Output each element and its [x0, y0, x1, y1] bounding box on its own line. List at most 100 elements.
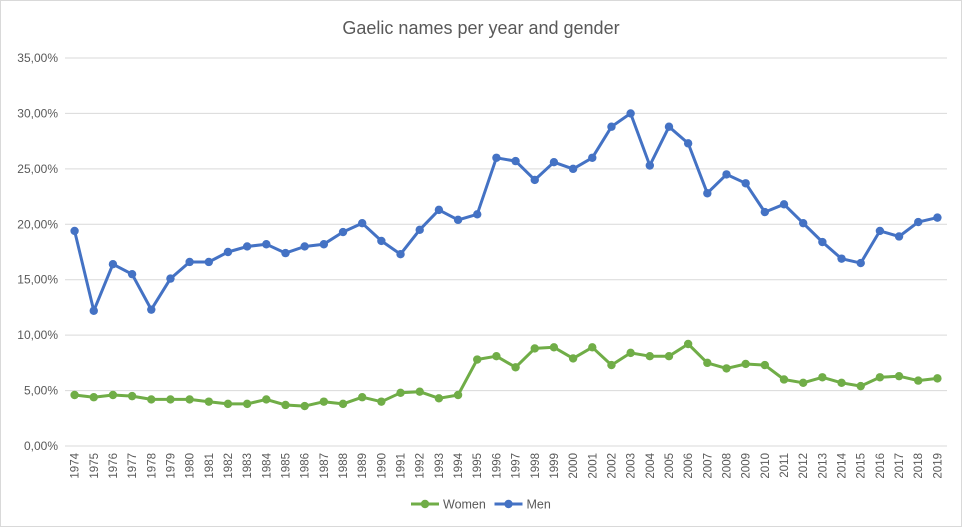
data-point — [147, 305, 156, 314]
x-tick-label: 1991 — [396, 453, 408, 479]
x-tick-label: 1976 — [108, 453, 120, 479]
y-tick-label: 20,00% — [17, 217, 58, 231]
x-tick-label: 1982 — [223, 453, 235, 479]
data-point — [664, 352, 674, 361]
data-point — [204, 257, 214, 267]
data-point — [798, 218, 808, 228]
data-point — [607, 360, 616, 370]
x-tick-label: 2007 — [702, 453, 714, 479]
data-point — [645, 161, 655, 170]
data-point — [779, 200, 789, 209]
data-point — [818, 237, 827, 247]
x-tick-label: 1997 — [511, 453, 523, 479]
x-tick-label: 1985 — [281, 453, 293, 479]
y-tick-label: 0,00% — [24, 439, 58, 453]
y-tick-label: 10,00% — [17, 328, 58, 342]
x-tick-label: 1980 — [185, 453, 197, 479]
data-point — [281, 400, 290, 410]
x-tick-label: 2014 — [837, 452, 849, 478]
x-tick-label: 1994 — [453, 452, 465, 478]
data-point — [741, 179, 750, 188]
data-point — [223, 399, 233, 409]
data-point — [856, 381, 865, 391]
data-point — [492, 153, 501, 162]
data-point — [127, 391, 137, 401]
data-point — [741, 359, 750, 369]
data-point — [530, 344, 539, 353]
legend-label: Women — [443, 498, 486, 512]
y-tick-label: 35,00% — [17, 51, 58, 65]
data-point — [511, 363, 520, 372]
series-line — [73, 342, 939, 408]
data-point — [185, 395, 194, 404]
x-tick-label: 1989 — [357, 453, 369, 479]
x-tick-label: 2015 — [856, 453, 868, 479]
data-point — [70, 390, 79, 400]
data-point — [415, 225, 424, 235]
x-tick-label: 2012 — [798, 453, 810, 479]
data-point — [300, 242, 309, 251]
data-point — [607, 122, 616, 131]
legend-swatch-marker — [420, 499, 430, 509]
data-point — [818, 373, 827, 382]
data-point — [914, 376, 923, 385]
x-tick-label: 1988 — [338, 453, 350, 479]
data-point — [683, 139, 693, 148]
x-tick-label: 1977 — [127, 453, 139, 479]
data-point — [933, 374, 942, 383]
data-point — [357, 393, 367, 402]
gridlines — [65, 57, 947, 447]
x-tick-label: 2004 — [645, 452, 657, 478]
chart-title: Gaelic names per year and gender — [342, 18, 619, 38]
data-point — [377, 236, 386, 246]
legend-label: Men — [527, 498, 551, 512]
data-point — [760, 207, 770, 217]
x-tick-label: 2011 — [779, 453, 791, 478]
x-tick-label: 2016 — [875, 453, 887, 479]
data-point — [626, 109, 635, 118]
series-women — [70, 339, 942, 411]
x-tick-label: 1979 — [165, 453, 177, 479]
x-tick-label: 1990 — [376, 453, 388, 479]
data-point — [415, 387, 424, 396]
x-tick-label: 1998 — [530, 453, 542, 479]
data-point — [683, 339, 693, 349]
x-tick-label: 2001 — [587, 453, 599, 479]
x-tick-label: 2019 — [932, 453, 944, 479]
data-point — [875, 373, 885, 382]
data-point — [779, 375, 789, 384]
data-point — [338, 227, 348, 237]
data-point — [703, 189, 712, 198]
x-tick-label: 1992 — [415, 453, 427, 479]
x-tick-label: 1974 — [70, 452, 82, 478]
x-tick-label: 1981 — [204, 453, 216, 479]
series-line — [73, 111, 939, 313]
data-point — [300, 401, 309, 411]
x-tick-label: 1993 — [434, 453, 446, 479]
data-point — [89, 393, 98, 402]
data-point — [760, 360, 770, 370]
x-tick-label: 1986 — [300, 453, 312, 479]
y-tick-label: 15,00% — [17, 273, 58, 287]
x-tick-label: 1987 — [319, 453, 331, 479]
data-point — [319, 240, 329, 249]
x-axis: 1974 1975 1976 1977 1978 1979 1980 1981 1982 1983… — [70, 452, 945, 478]
data-point — [396, 388, 405, 397]
data-point — [127, 269, 137, 279]
data-point — [568, 164, 578, 174]
data-point — [262, 240, 271, 249]
y-tick-label: 5,00% — [24, 384, 58, 398]
data-point — [837, 254, 846, 263]
y-tick-label: 30,00% — [17, 106, 58, 120]
data-point — [626, 348, 635, 358]
legend-swatch-marker — [504, 499, 513, 509]
x-tick-label: 2003 — [626, 453, 638, 479]
data-point — [511, 156, 520, 166]
x-tick-label: 1996 — [491, 453, 503, 479]
y-axis: 0,00% 5,00% 10,00% 15,00% 20,00% 25,00% 30,00%… — [17, 51, 58, 453]
data-point — [262, 395, 271, 404]
data-point — [319, 397, 329, 406]
data-point — [588, 343, 597, 352]
x-tick-label: 2008 — [722, 453, 734, 479]
data-point — [204, 397, 214, 406]
